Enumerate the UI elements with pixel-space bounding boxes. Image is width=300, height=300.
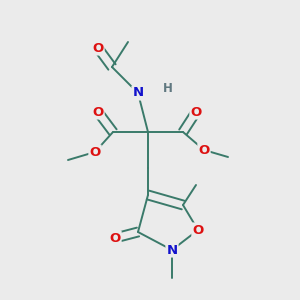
Text: O: O bbox=[110, 232, 121, 244]
Text: O: O bbox=[92, 41, 104, 55]
Text: O: O bbox=[198, 143, 210, 157]
Text: N: N bbox=[167, 244, 178, 256]
Text: O: O bbox=[89, 146, 100, 158]
Text: H: H bbox=[163, 82, 173, 94]
Text: O: O bbox=[92, 106, 104, 118]
Text: O: O bbox=[192, 224, 204, 236]
Text: N: N bbox=[132, 86, 144, 100]
Text: O: O bbox=[190, 106, 202, 118]
